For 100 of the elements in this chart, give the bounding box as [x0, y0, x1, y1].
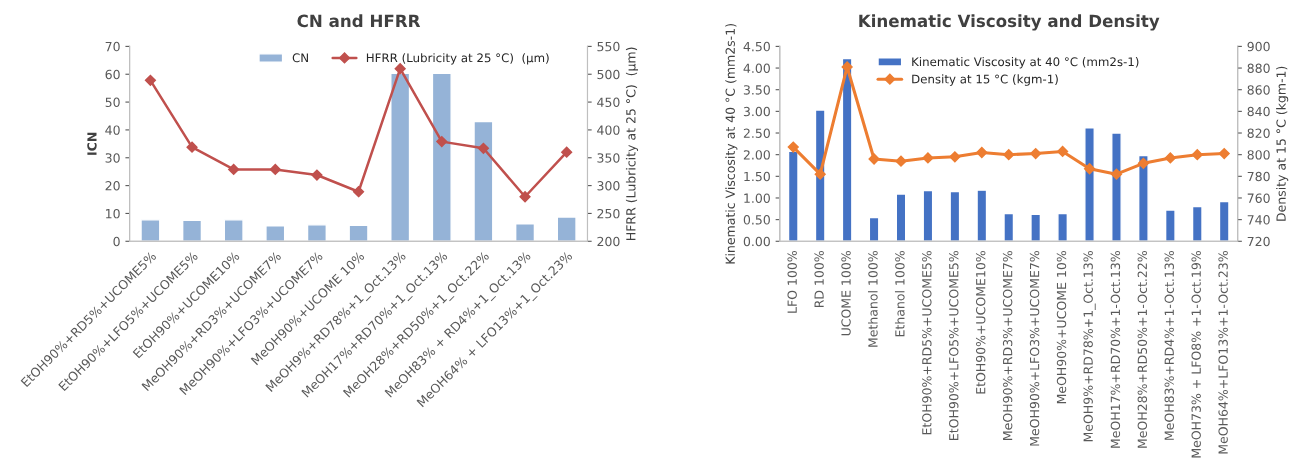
y-tick-label: 30 — [105, 153, 120, 163]
bar — [949, 190, 961, 242]
x-tick-label: UCOME 100% — [841, 251, 851, 336]
point — [394, 63, 406, 75]
chart-title: CN and HFRR — [297, 14, 421, 28]
bar — [181, 219, 203, 242]
point — [895, 155, 907, 167]
y2-tick-label: 350 — [597, 153, 620, 163]
y-tick-label: 20 — [105, 181, 120, 191]
bar — [976, 189, 988, 242]
y-tick-label: 10 — [106, 208, 120, 219]
x-tick-label: Methanol 100% — [868, 251, 878, 347]
x-tick-label: MeOH9%+RD78%+1_Oct.13% — [1083, 251, 1096, 442]
bar — [787, 150, 799, 242]
y2-tick-label: 550 — [597, 41, 620, 52]
y2-tick-label: 760 — [1247, 193, 1270, 203]
y2-tick-label: 720 — [1247, 236, 1270, 247]
point — [228, 163, 240, 176]
y2-tick-label: 450 — [597, 97, 620, 108]
y-tick-label: 1.50 — [744, 171, 770, 182]
point — [1003, 149, 1015, 161]
y2-tick-label: 900 — [1247, 41, 1270, 52]
point — [436, 136, 448, 148]
bar — [348, 224, 369, 242]
point — [949, 151, 961, 163]
y-tick-label: 2.50 — [743, 128, 770, 138]
y-tick-label: 0 — [113, 236, 120, 247]
y-tick-label: 4.00 — [743, 63, 770, 73]
y2-tick-label: 250 — [597, 208, 620, 219]
y2-tick-label: 860 — [1247, 85, 1270, 95]
x-tick-label: MeOH64%+LFO13%+1-Oct.23% — [1218, 251, 1228, 454]
bar — [1084, 127, 1095, 242]
legend-label: Density at 15 °C (kgm-1) — [912, 74, 1058, 86]
point — [1057, 145, 1069, 158]
x-tick-label: MeOH73% + LFO8% +1-Oct.19% — [1191, 251, 1201, 458]
point — [144, 74, 157, 86]
point — [1030, 147, 1042, 160]
point — [1110, 168, 1123, 180]
y2-tick-label: 780 — [1247, 171, 1270, 182]
legend-label: CN — [292, 53, 308, 63]
bar — [1030, 213, 1042, 242]
y-tick-label: 40 — [105, 125, 120, 135]
x-tick-label: MeOH17%+RD70%+1-Oct.13% — [1110, 251, 1121, 448]
y2-tick-label: 400 — [597, 125, 620, 135]
bar — [868, 216, 880, 242]
point — [1164, 152, 1176, 164]
x-tick-label: MeOH28%+RD50%+1-Oct.22% — [1137, 251, 1148, 448]
y-tick-label: 1.00 — [744, 193, 770, 203]
point — [352, 186, 365, 198]
chart-title: Kinematic Viscosity and Density — [859, 14, 1160, 31]
y-tick-label: 3.00 — [743, 106, 770, 117]
y-tick-label: 3.50 — [743, 85, 770, 95]
bar — [431, 72, 452, 242]
y-tick-label: 70 — [105, 41, 120, 52]
x-tick-label: Ethanol 100% — [894, 251, 905, 337]
bar — [265, 224, 286, 242]
y2-tick-label: 300 — [597, 181, 620, 191]
x-tick-label: MeOH90%+LFO3%+UCOME7% — [1029, 251, 1040, 446]
y2-axis-title: HFRR (Lubricity at 25 °C) (µm) — [625, 47, 639, 240]
point — [922, 152, 934, 164]
y2-tick-label: 820 — [1247, 128, 1270, 138]
bar — [556, 216, 577, 242]
point — [1218, 147, 1230, 160]
point — [561, 146, 573, 158]
bar — [223, 219, 244, 242]
x-tick-label: LFO 100% — [787, 251, 797, 313]
x-tick-label: MeOH83%+RD4%+1-Oct.13% — [1164, 251, 1174, 440]
y2-tick-label: 800 — [1247, 150, 1270, 160]
x-tick-label: EtOH90%+RD5%+UCOME5% — [922, 251, 932, 435]
point — [477, 142, 490, 154]
point — [269, 163, 281, 176]
x-tick-label: EtOH90%+UCOME10% — [975, 251, 986, 394]
x-tick-label: MeOH90%+RD3%+UCOME7% — [1002, 251, 1013, 440]
bar — [814, 109, 826, 242]
bar — [1164, 209, 1176, 242]
point — [1137, 157, 1150, 169]
bar — [140, 219, 161, 242]
y2-tick-label: 840 — [1247, 106, 1270, 117]
bar — [922, 189, 934, 242]
bar — [1138, 154, 1149, 242]
bar — [514, 223, 536, 242]
point — [519, 191, 531, 203]
y-axis-title: Kinematic Viscosity at 40 °C (mm2s-1) — [725, 24, 738, 264]
y2-tick-label: 880 — [1247, 63, 1270, 73]
bar — [473, 120, 494, 242]
x-tick-label: MeOH90%+UCOME 10% — [1056, 251, 1067, 404]
bar — [1191, 205, 1203, 242]
y-tick-label: 0.00 — [743, 236, 770, 247]
y-tick-label: 2.00 — [743, 150, 770, 160]
y-axis-title: ICN — [87, 132, 97, 155]
bar — [306, 224, 327, 242]
x-tick-label: RD 100% — [814, 251, 824, 308]
point — [814, 168, 826, 180]
bar — [1057, 212, 1069, 242]
y-tick-label: 0.50 — [743, 215, 770, 225]
bar — [895, 193, 907, 242]
point — [186, 141, 198, 153]
point — [976, 146, 988, 159]
bar — [841, 57, 853, 242]
bar — [1218, 200, 1230, 242]
